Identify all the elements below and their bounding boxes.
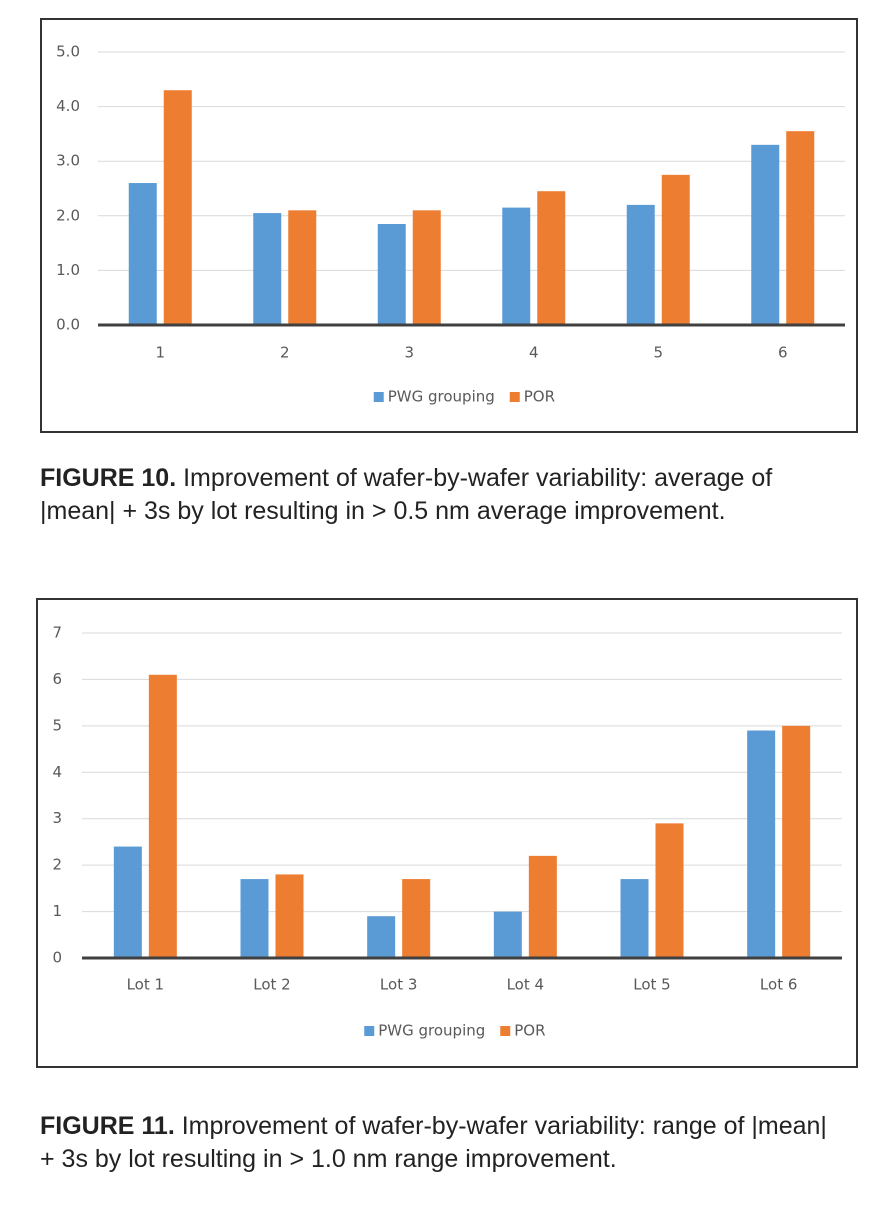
caption-text: Improvement of wafer-by-wafer variabilit…	[40, 1112, 827, 1173]
y-tick-label: 4	[52, 763, 62, 781]
bar	[253, 213, 282, 325]
legend-label: POR	[524, 388, 555, 406]
x-tick-label: Lot 4	[507, 976, 544, 994]
bar	[751, 144, 780, 325]
bar	[113, 846, 142, 958]
chart-frame	[36, 598, 858, 1068]
bar	[528, 855, 557, 958]
x-tick-label: 1	[155, 344, 165, 362]
bar	[493, 911, 522, 958]
x-tick-label: 2	[280, 344, 290, 362]
y-tick-label: 1	[52, 902, 62, 920]
caption-text: Improvement of wafer-by-wafer variabilit…	[40, 464, 773, 525]
x-tick-label: 5	[653, 344, 663, 362]
bar	[661, 174, 690, 325]
bar	[275, 874, 304, 958]
figure-label: FIGURE 10.	[40, 464, 177, 492]
chart-frame	[40, 18, 858, 433]
bar	[148, 674, 177, 958]
y-tick-label: 2.0	[56, 206, 80, 224]
bar	[502, 207, 531, 325]
legend-label: POR	[514, 1022, 545, 1040]
legend-label: PWG grouping	[388, 388, 495, 406]
bar	[786, 131, 815, 325]
bar	[747, 730, 776, 958]
caption: FIGURE 10. Improvement of wafer-by-wafer…	[40, 462, 840, 528]
bar	[626, 204, 655, 325]
legend-swatch	[364, 1026, 375, 1036]
x-tick-label: Lot 3	[380, 976, 417, 994]
x-tick-label: Lot 6	[760, 976, 797, 994]
bar	[377, 223, 406, 325]
y-tick-label: 5	[52, 716, 62, 734]
bar	[402, 879, 431, 958]
y-tick-label: 0	[52, 949, 62, 967]
y-tick-label: 0.0	[56, 316, 80, 334]
y-tick-label: 1.0	[56, 261, 80, 279]
bar	[412, 210, 441, 325]
bar	[240, 879, 269, 958]
y-tick-label: 7	[52, 624, 62, 642]
chart: 0.0 1.0 2.0 3.0 4.0 5.0 1 2 3 4 5 6 PWG grouping POR	[40, 18, 858, 433]
legend-label: PWG grouping	[378, 1022, 485, 1040]
bar	[288, 210, 317, 325]
bar	[163, 90, 192, 325]
y-tick-label: 4.0	[56, 97, 80, 115]
y-tick-label: 2	[52, 856, 62, 874]
bar	[537, 191, 566, 325]
legend-swatch	[500, 1026, 511, 1036]
x-tick-label: 3	[404, 344, 414, 362]
y-tick-label: 3	[52, 809, 62, 827]
x-tick-label: 6	[778, 344, 788, 362]
x-tick-label: Lot 5	[633, 976, 670, 994]
bar	[620, 879, 649, 958]
bar	[782, 725, 811, 958]
bar	[367, 916, 396, 958]
caption: FIGURE 11. Improvement of wafer-by-wafer…	[40, 1110, 840, 1176]
x-tick-label: Lot 1	[127, 976, 164, 994]
legend-swatch	[509, 392, 520, 402]
y-tick-label: 5.0	[56, 43, 80, 61]
figure-label: FIGURE 11.	[40, 1112, 175, 1140]
bar	[655, 823, 684, 958]
y-tick-label: 3.0	[56, 152, 80, 170]
y-tick-label: 6	[52, 670, 62, 688]
chart: 0 1 2 3 4 5 6 7 Lot 1 Lot 2 Lot 3 Lot 4 Lot 5 Lot 6 PW…	[36, 598, 858, 1068]
bar	[128, 183, 157, 325]
x-tick-label: 4	[529, 344, 539, 362]
x-tick-label: Lot 2	[253, 976, 290, 994]
legend-swatch	[373, 392, 384, 402]
